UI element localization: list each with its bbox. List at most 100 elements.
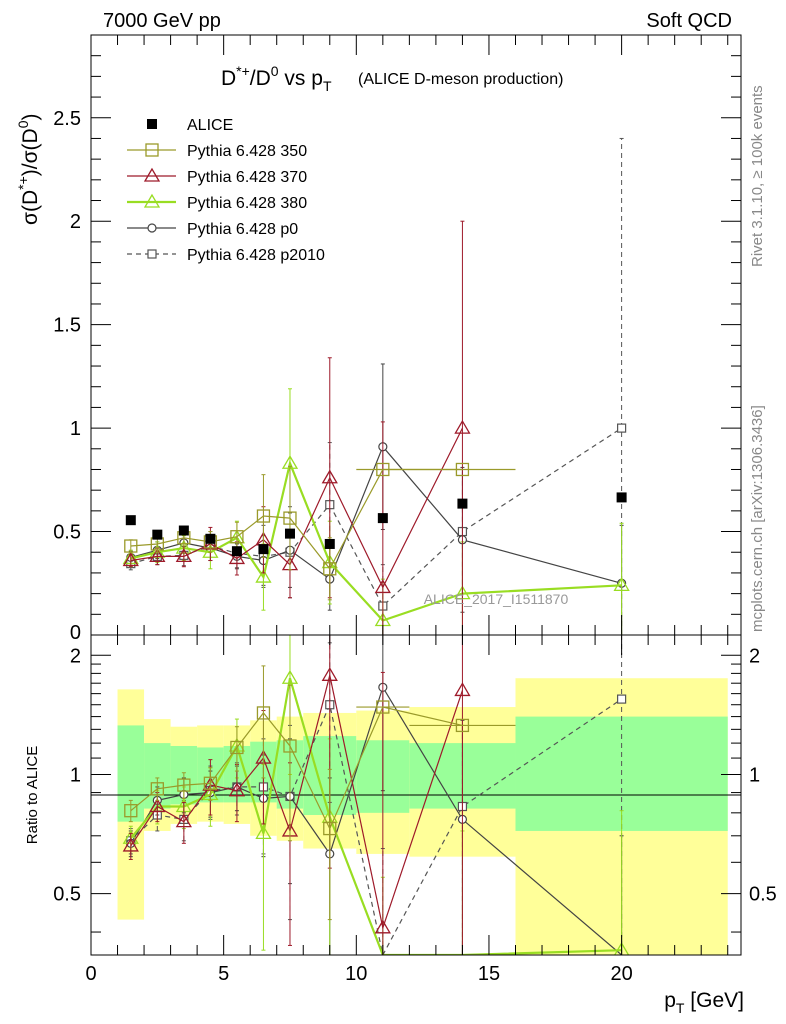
uncertainty-bands xyxy=(117,678,728,955)
ratio-y-axis-label: Ratio to ALICE xyxy=(24,746,41,844)
ratio-data-point xyxy=(376,700,390,714)
top-data-point xyxy=(283,511,297,525)
top-panel: ALICE_2017_I1511870 0.5 1 1.5 2 2.5 0 D*+/D0 … xyxy=(15,34,742,644)
top-data-point xyxy=(258,544,269,555)
top-data-point xyxy=(122,552,139,567)
top-series-line-p370 xyxy=(130,427,463,589)
ratio-data-point xyxy=(323,821,337,836)
ratio-data-point xyxy=(149,798,166,813)
top-data-point xyxy=(124,539,138,553)
top-y-tick-label: 1.5 xyxy=(53,315,81,337)
ratio-data-point xyxy=(230,740,244,755)
ratio-panel: 0.5 0.51 12 20 5 10 15 20 Ratio to ALICE pT [Ge… xyxy=(24,634,777,1016)
ratio-y-tick-label-right: 0.5 xyxy=(749,884,777,906)
top-data-point xyxy=(617,423,627,433)
top-series-alice xyxy=(125,492,627,557)
top-data-point xyxy=(321,469,338,484)
ratio-data-point xyxy=(617,694,627,704)
legend-marker-p370 xyxy=(143,167,161,182)
ratio-data-point xyxy=(177,778,191,792)
ratio-data-point xyxy=(175,813,192,828)
top-data-layer xyxy=(122,137,630,635)
ratio-data-point xyxy=(122,837,139,852)
top-data-point xyxy=(455,462,470,477)
top-data-point xyxy=(377,513,388,524)
top-data-point xyxy=(376,462,390,477)
ratio-data-point xyxy=(455,718,470,733)
x-tick-label: 15 xyxy=(478,963,500,985)
top-data-point xyxy=(616,492,627,503)
top-data-point xyxy=(231,546,242,557)
ratio-data-point xyxy=(150,782,164,796)
top-data-point xyxy=(228,550,246,565)
legend-marker-p0 xyxy=(147,223,157,233)
chart-title: D*+/D0 vs pT (ALICE D-meson production) xyxy=(221,63,563,94)
mcplots-reference-text: mcplots.cern.ch [arXiv:1306.3436] xyxy=(749,405,766,632)
legend-marker-alice xyxy=(147,119,157,129)
x-tick-label: 10 xyxy=(345,963,367,985)
top-data-point xyxy=(457,498,468,509)
top-data-point xyxy=(256,509,271,523)
ratio-y-tick-label-right: 2 xyxy=(749,645,760,667)
top-data-point xyxy=(374,579,391,594)
top-y-tick-label: 2.5 xyxy=(53,108,81,130)
legend-label-alice: ALICE xyxy=(187,117,233,134)
top-y-tick-label: 1 xyxy=(70,418,81,440)
svg-text:D*+/D0 vs pT: D*+/D0 vs pT xyxy=(221,63,332,94)
top-data-point xyxy=(284,528,295,539)
top-data-point xyxy=(613,577,630,591)
ratio-data-point xyxy=(613,941,630,955)
top-data-point xyxy=(152,529,163,540)
top-axis-ticks: 0.5 1 1.5 2 2.5 0 xyxy=(53,35,741,644)
ratio-data-point xyxy=(281,669,299,684)
ratio-data-point xyxy=(454,682,471,697)
ratio-data-point xyxy=(283,739,297,753)
top-data-point xyxy=(454,419,471,434)
ratio-axis-ticks: 0.5 0.51 12 20 5 10 15 20 xyxy=(53,635,777,985)
ratio-y-tick-label: 1 xyxy=(70,764,81,786)
top-y-tick-label-zero: 0 xyxy=(70,622,81,644)
ratio-data-point xyxy=(374,919,391,934)
x-tick-label: 0 xyxy=(85,963,96,985)
top-data-point xyxy=(255,568,272,583)
top-data-point xyxy=(175,548,192,563)
ratio-data-point xyxy=(203,776,218,790)
ratio-series-line-p350 xyxy=(130,706,463,831)
legend-marker-p350 xyxy=(145,143,159,157)
top-data-point xyxy=(125,515,136,526)
ratio-data-point xyxy=(124,804,138,818)
ratio-data-point xyxy=(228,782,246,797)
legend-label-p0: Pythia 6.428 p0 xyxy=(187,221,298,238)
ratio-data-point xyxy=(321,667,338,681)
x-tick-label: 5 xyxy=(218,963,229,985)
x-axis-label: pT [GeV] xyxy=(664,989,744,1016)
process-label: Soft QCD xyxy=(646,10,732,32)
top-series-p2010 xyxy=(126,137,627,635)
x-tick-label: 20 xyxy=(610,963,632,985)
legend-label-p350: Pythia 6.428 350 xyxy=(187,143,307,160)
rivet-version-text: Rivet 3.1.10, ≥ 100k events xyxy=(749,85,766,267)
ratio-series-line-p370 xyxy=(130,675,463,931)
top-y-tick-label: 2 xyxy=(70,211,81,233)
legend-marker-p380 xyxy=(143,193,161,208)
ratio-y-tick-label: 2 xyxy=(70,645,81,667)
ratio-series-p350 xyxy=(124,665,516,921)
top-data-point xyxy=(205,533,216,544)
top-series-line-p350 xyxy=(130,468,463,570)
chart-subtitle: (ALICE D-meson production) xyxy=(358,71,563,88)
legend-marker-p2010 xyxy=(147,249,157,259)
top-data-point xyxy=(230,530,244,544)
top-data-point xyxy=(149,548,166,563)
top-data-point xyxy=(324,538,335,549)
ratio-y-tick-label: 0.5 xyxy=(53,884,81,906)
top-series-line-p2010 xyxy=(130,427,622,607)
ratio-data-point xyxy=(255,825,272,840)
energy-label: 7000 GeV pp xyxy=(103,10,221,32)
top-data-point xyxy=(323,562,337,576)
analysis-watermark: ALICE_2017_I1511870 xyxy=(424,591,569,607)
ratio-data-point xyxy=(256,706,271,720)
top-y-tick-label: 0.5 xyxy=(53,522,81,544)
legend-label-p370: Pythia 6.428 370 xyxy=(187,169,307,186)
legend-label-p380: Pythia 6.428 380 xyxy=(187,195,307,212)
